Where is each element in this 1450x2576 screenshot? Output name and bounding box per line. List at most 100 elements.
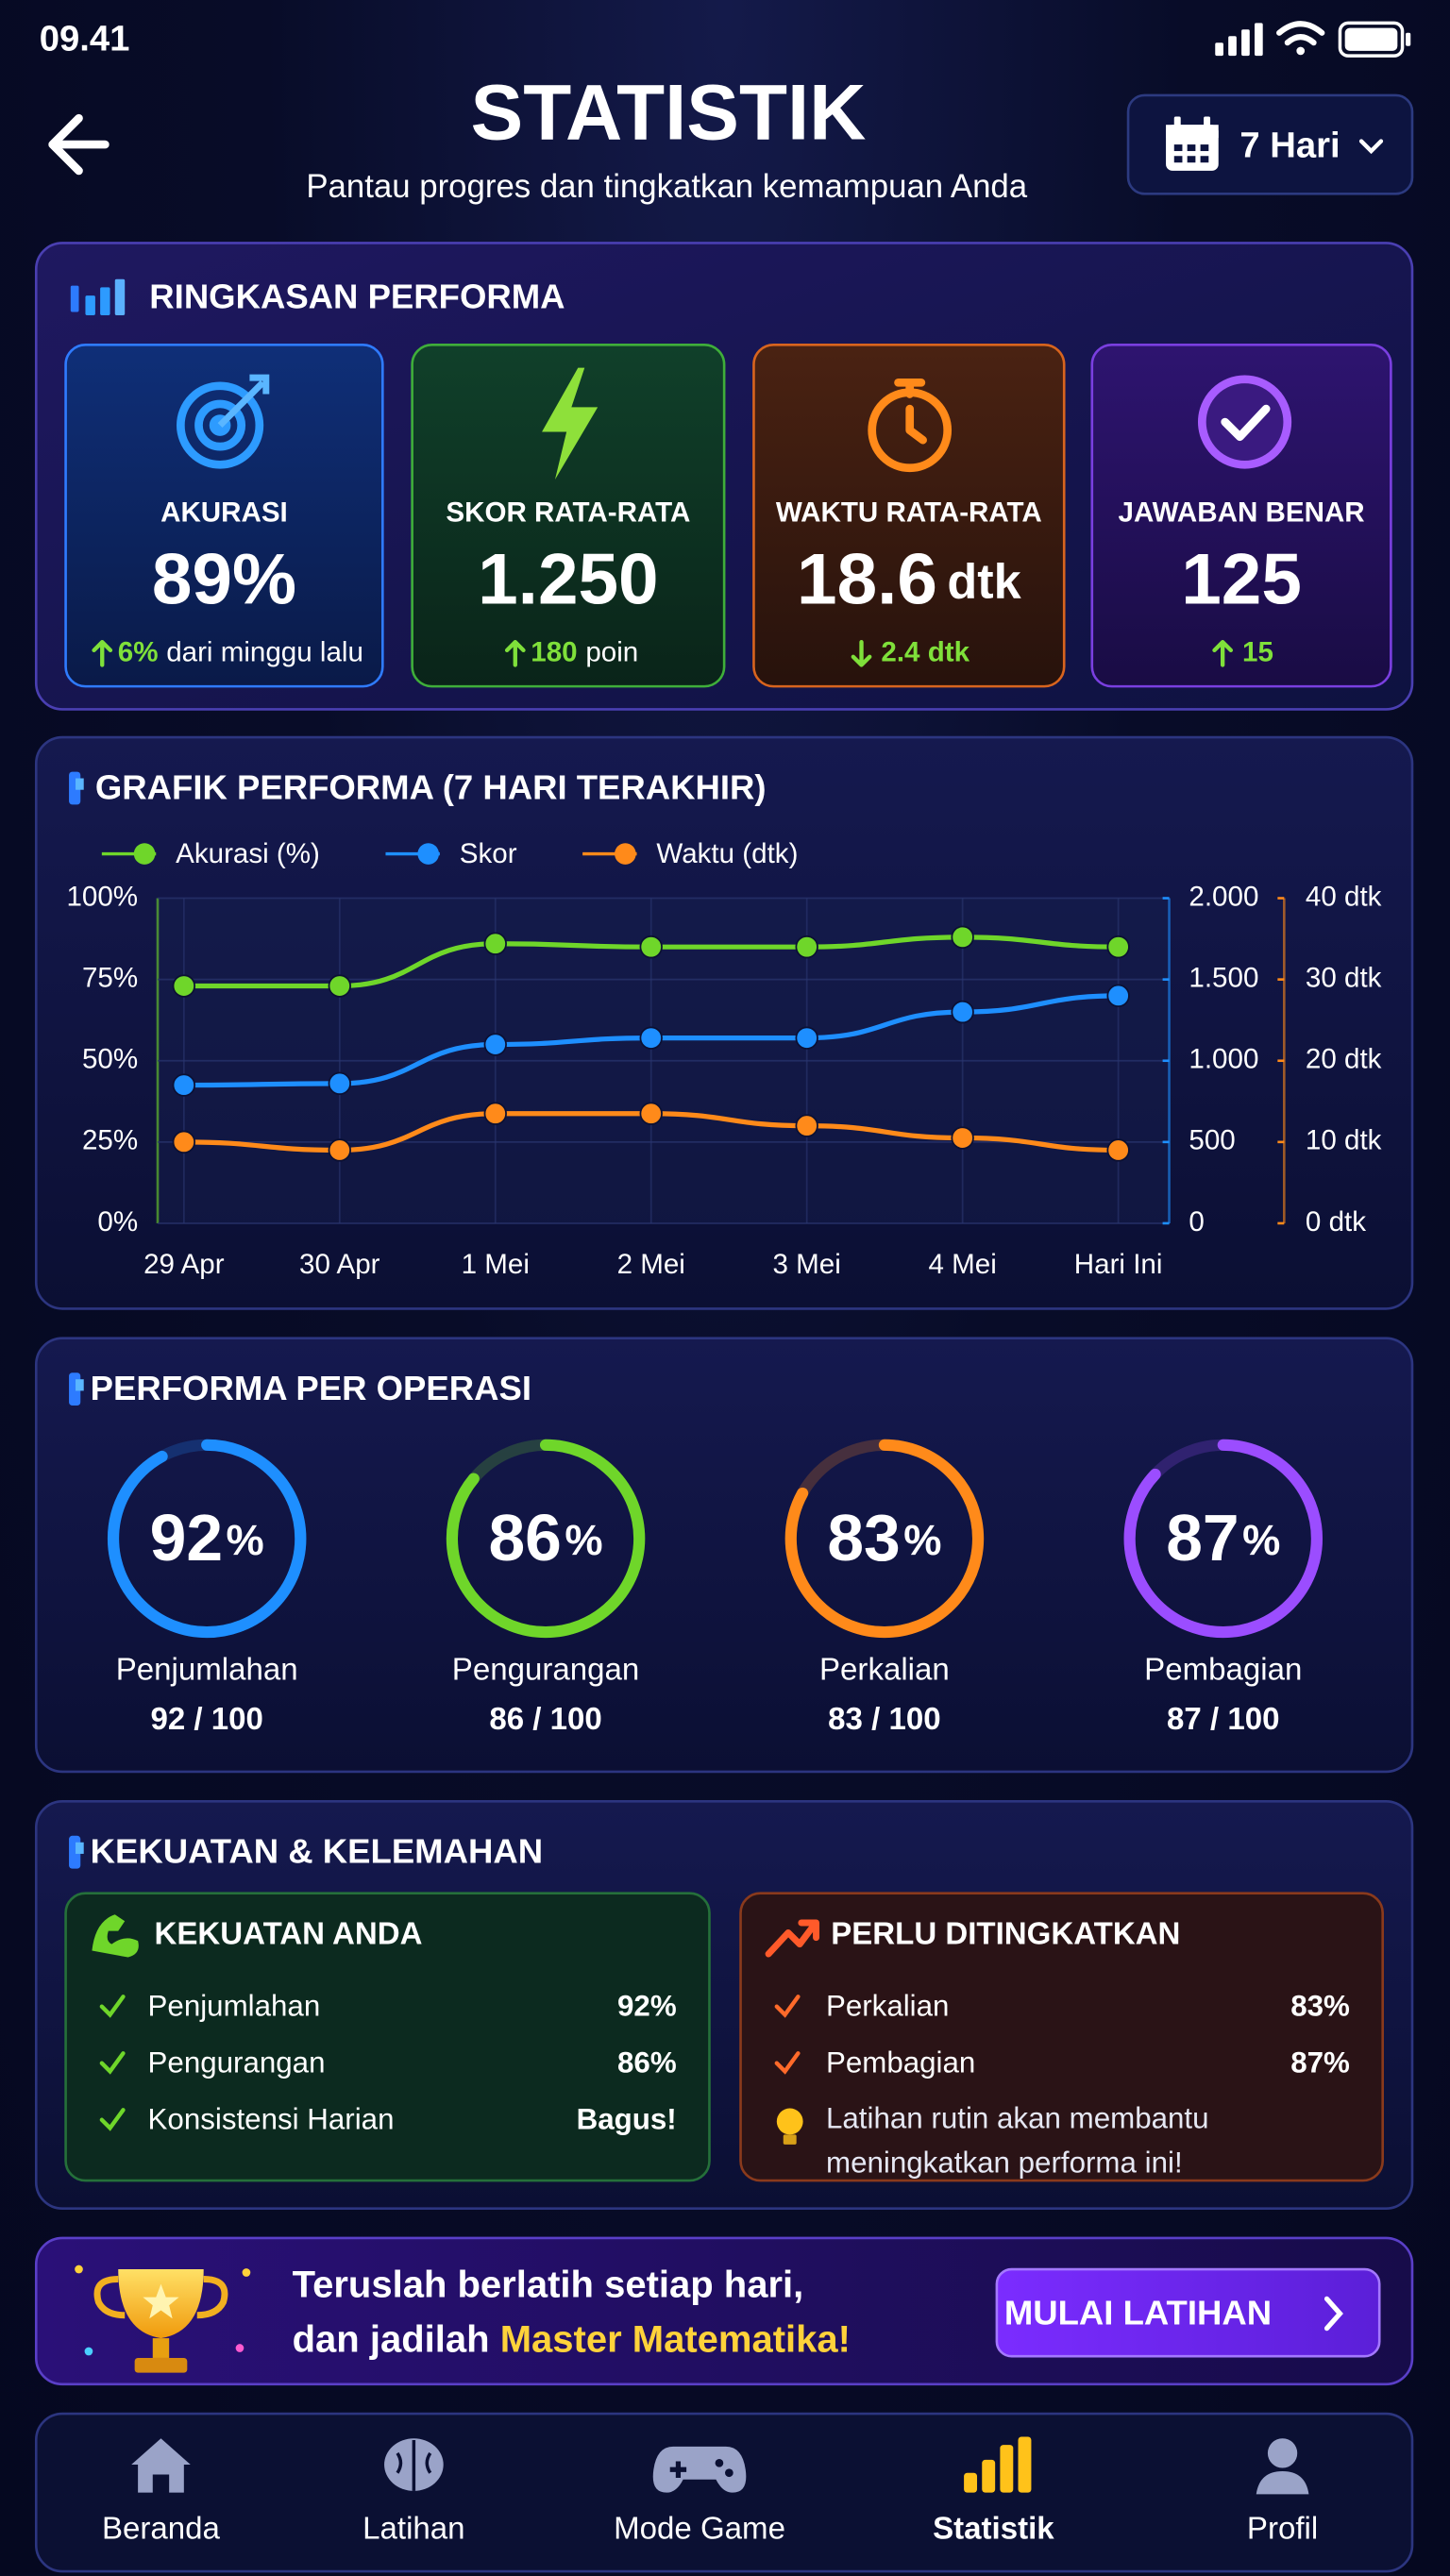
icon-shape (1018, 2436, 1032, 2493)
icon-shape (235, 2344, 244, 2352)
value: 86 (488, 1502, 561, 1575)
icon-shape (194, 399, 246, 451)
section-icon (69, 1835, 84, 1869)
nav-label[interactable]: Profil (1247, 2511, 1318, 2546)
card-label: JAWABAN BENAR (1119, 497, 1365, 528)
card-value: 1.250 (478, 539, 658, 619)
icon-shape (982, 2459, 996, 2493)
y3-tick-label: 10 dtk (1306, 1125, 1382, 1156)
value: 83 (827, 1502, 900, 1575)
data-point (328, 1138, 351, 1162)
card-value: 89% (152, 539, 296, 619)
data-point (483, 1102, 507, 1125)
legend-label: Akurasi (%) (176, 838, 320, 869)
data-point (328, 974, 351, 998)
icon-shape (669, 2461, 687, 2478)
check-icon (1197, 375, 1292, 469)
change: 6% (118, 636, 159, 667)
icon-shape (1215, 42, 1223, 57)
unit: % (903, 1516, 941, 1564)
ring-value: 92% (150, 1502, 264, 1575)
icon-shape (1221, 404, 1271, 442)
change: 2.4 dtk (881, 636, 969, 667)
check-mark (774, 2051, 801, 2075)
icon-shape (76, 1842, 84, 1854)
y2-tick-label: 500 (1189, 1125, 1235, 1156)
icon-shape (964, 2472, 978, 2493)
y-tick-label: 75% (82, 962, 138, 993)
operation-name: Perkalian (819, 1653, 950, 1688)
icon-shape (143, 2283, 179, 2319)
item-name: Perkalian (826, 1990, 949, 2023)
operation-name: Pembagian (1144, 1653, 1302, 1688)
operation-score: 92 / 100 (150, 1702, 262, 1737)
nav-label[interactable]: Latihan (362, 2511, 464, 2546)
value: 87 (1166, 1502, 1239, 1575)
ring-value: 87% (1166, 1502, 1280, 1575)
icon-shape (1344, 27, 1398, 51)
tip-text: Latihan rutin akan membantu meningkatkan… (825, 2101, 1209, 2180)
period-button[interactable]: 7 Hari (1126, 93, 1414, 195)
icon-shape (1200, 144, 1209, 152)
icon-shape (1200, 156, 1209, 163)
weakness-box (739, 1892, 1384, 2182)
card (411, 343, 726, 688)
trend-arrow (1212, 639, 1234, 667)
ring-arc (446, 1439, 646, 1639)
legend-label: Skor (460, 838, 517, 869)
ring-arc (1123, 1439, 1324, 1639)
check-mark (99, 1995, 126, 2018)
y3-tick-label: 40 dtk (1306, 881, 1382, 912)
y3-tick-label: 20 dtk (1306, 1044, 1382, 1075)
y2-tick-label: 1.000 (1189, 1044, 1258, 1075)
icon-shape (1406, 32, 1411, 46)
x-tick-label: 1 Mei (462, 1249, 530, 1280)
y2-tick-label: 1.500 (1189, 962, 1258, 993)
operation-score: 87 / 100 (1167, 1702, 1279, 1737)
back-button[interactable] (48, 113, 110, 176)
change: 180 (531, 636, 577, 667)
icon-shape (1173, 144, 1183, 152)
page-title: STATISTIK (471, 67, 867, 156)
data-point (639, 1102, 663, 1125)
y-tick-label: 50% (82, 1044, 138, 1075)
gamepad-icon (652, 2446, 747, 2493)
bottom-nav (34, 2412, 1414, 2573)
nav-label[interactable]: Statistik (933, 2511, 1054, 2546)
nav-label[interactable]: Mode Game (614, 2511, 785, 2546)
icon-shape (1256, 2470, 1309, 2495)
section-icon (69, 771, 84, 805)
operation-name: Penjumlahan (116, 1653, 298, 1688)
icon-shape (1187, 156, 1196, 163)
icon-shape (84, 2347, 93, 2356)
x-tick-label: 2 Mei (617, 1249, 685, 1280)
x-tick-label: 3 Mei (773, 1249, 841, 1280)
data-point (172, 974, 196, 998)
icon-shape (652, 2446, 747, 2493)
unit: % (1242, 1516, 1280, 1564)
trend-arrow (92, 639, 113, 667)
icon-shape (1173, 156, 1183, 163)
legend-dot (615, 843, 636, 865)
card (752, 343, 1066, 688)
card-change: 2.4 dtk (881, 636, 969, 667)
card-value: 125 (1181, 539, 1302, 619)
icon-shape (776, 2108, 803, 2135)
box-title: PERLU DITINGKATKAN (831, 1917, 1180, 1952)
strength-box (64, 1892, 711, 2182)
icon-shape (134, 2357, 188, 2373)
nav-label[interactable]: Beranda (102, 2511, 221, 2546)
data-point (951, 1126, 974, 1150)
item-value: Bagus! (577, 2103, 677, 2136)
banner-text: dan jadilah (293, 2318, 490, 2360)
icon-shape (1255, 23, 1263, 57)
start-button[interactable]: MULAI LATIHAN (995, 2267, 1381, 2358)
trend-arrow (851, 639, 872, 667)
icon-shape (76, 778, 84, 790)
icon-shape (1276, 21, 1325, 36)
profile-icon (1256, 2438, 1309, 2495)
icon-shape (70, 285, 79, 312)
card-change: 15 (1242, 636, 1273, 667)
section-title: RINGKASAN PERFORMA (149, 277, 565, 315)
